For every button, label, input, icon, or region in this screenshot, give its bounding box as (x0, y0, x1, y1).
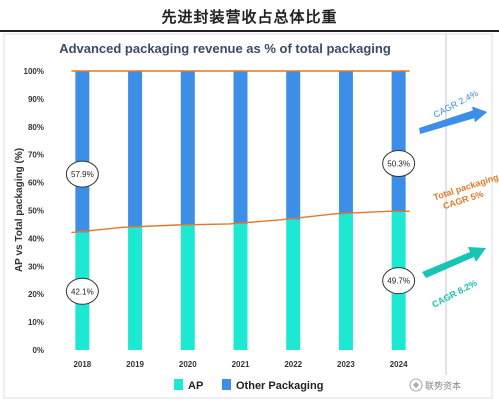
total-packaging-trend-line (71, 210, 410, 234)
bar-ap (286, 219, 301, 350)
x-tick-group: 2018 2019 2020 2021 2022 2023 2024 (73, 360, 408, 369)
data-label: 57.9% (71, 170, 94, 179)
data-label-bubble (382, 267, 416, 295)
bar-other-packaging (338, 71, 353, 214)
data-label-bubble (65, 160, 99, 188)
x-tick-label: 2022 (284, 360, 302, 369)
page-title: 先进封装营收占总体比重 (161, 8, 338, 26)
y-tick-label: 10% (28, 318, 44, 327)
bar-ap (233, 223, 248, 350)
x-tick-label: 2024 (390, 360, 408, 369)
data-label: 50.3% (387, 159, 410, 168)
x-tick-label: 2018 (73, 360, 91, 369)
bar-other-packaging (391, 71, 406, 212)
bar-ap (338, 213, 353, 350)
chart-title: Advanced packaging revenue as % of total… (59, 41, 391, 56)
watermark-logo-icon (409, 378, 423, 392)
bar-group (75, 71, 406, 350)
y-tick-label: 60% (28, 179, 44, 188)
legend: AP Other Packaging (174, 379, 323, 392)
x-tick-label: 2019 (126, 360, 144, 369)
y-tick-label: 70% (28, 151, 44, 160)
y-tick-group: 0% 10% 20% 30% 40% 50% 60% 70% 80% 90% 100% (24, 67, 44, 355)
watermark-text: 联势资本 (425, 380, 461, 391)
y-tick-label: 100% (24, 67, 44, 76)
x-tick-label: 2020 (179, 360, 197, 369)
y-axis-label: AP vs Total packaging (%) (14, 148, 25, 272)
y-tick-label: 50% (28, 207, 44, 216)
y-tick-label: 30% (28, 262, 44, 271)
header-divider (0, 30, 499, 32)
data-label: 42.1% (71, 287, 94, 296)
bar-ap (180, 225, 195, 350)
x-tick-label: 2023 (337, 360, 355, 369)
legend-swatch-other (222, 379, 231, 390)
data-label: 49.7% (387, 277, 410, 286)
data-label-bubble (65, 277, 99, 305)
legend-label-other: Other Packaging (236, 380, 323, 392)
bar-ap (128, 227, 143, 350)
cagr-other-arrow-icon (419, 106, 488, 134)
y-tick-label: 0% (32, 346, 44, 355)
legend-label-ap: AP (188, 380, 203, 392)
trend-line-group (71, 70, 410, 234)
y-tick-label: 40% (28, 234, 44, 243)
y-tick-label: 80% (28, 123, 44, 132)
bar-other-packaging (75, 71, 90, 233)
watermark: 联势资本 (409, 378, 461, 392)
data-label-bubble (382, 149, 416, 177)
legend-swatch-ap (174, 379, 183, 390)
cagr-ap-arrow-icon (422, 247, 486, 278)
bar-other-packaging (233, 71, 248, 224)
watermark-logo-mark (413, 382, 419, 388)
bar-other-packaging (180, 71, 195, 226)
data-label-group: 57.9% 42.1% 50.3% 49.7% (65, 149, 416, 305)
x-tick-label: 2021 (232, 360, 250, 369)
bar-other-packaging (128, 71, 143, 228)
bar-other-packaging (286, 71, 301, 220)
y-tick-label: 20% (28, 290, 44, 299)
y-tick-label: 90% (28, 95, 44, 104)
